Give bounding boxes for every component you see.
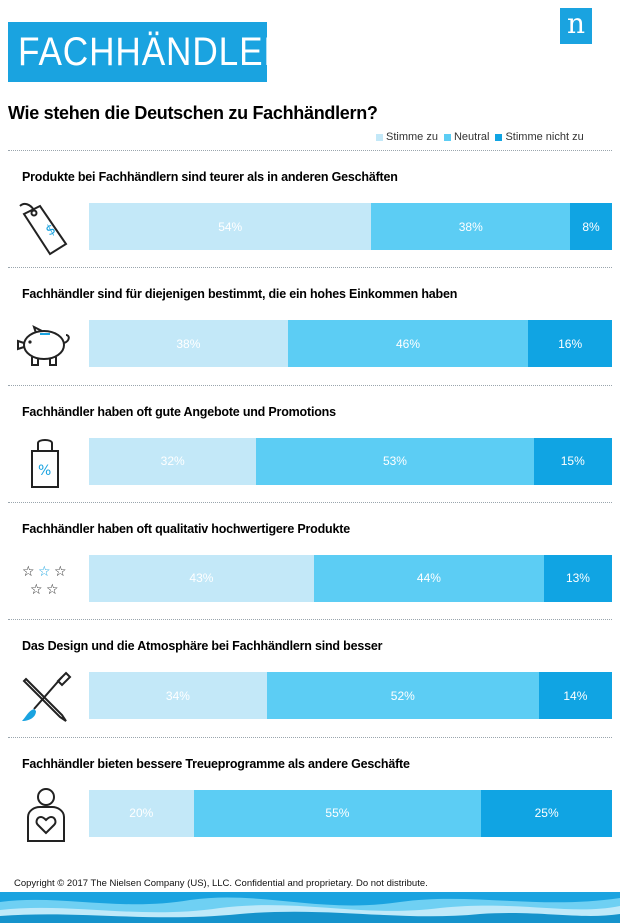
data-label: 54% xyxy=(218,219,243,234)
question-label: Fachhändler bieten bessere Treueprogramm… xyxy=(22,756,410,771)
legend-label: Stimme nicht zu xyxy=(505,131,584,143)
row-divider xyxy=(8,619,612,621)
bar-segment-stimme-nicht-zu: 25% xyxy=(481,789,612,837)
bar-segment-stimme-zu: 32% xyxy=(89,437,257,485)
bar-segment-stimme-nicht-zu: 13% xyxy=(543,554,612,602)
data-label: 44% xyxy=(416,571,441,586)
question-label: Fachhändler haben oft qualitativ hochwer… xyxy=(22,521,350,536)
svg-text:☆: ☆ xyxy=(38,564,51,580)
legend-item-stimme-nicht-zu: Stimme nicht zu xyxy=(495,131,584,143)
data-label: 53% xyxy=(382,454,407,469)
shopping-bag-percent-icon: % xyxy=(16,435,76,491)
data-label: 16% xyxy=(558,336,583,351)
legend: Stimme zu Neutral Stimme nicht zu xyxy=(376,131,584,143)
legend-label: Stimme zu xyxy=(386,131,438,143)
svg-text:☆: ☆ xyxy=(22,564,35,580)
svg-text:☆: ☆ xyxy=(54,564,67,580)
data-label: 43% xyxy=(189,571,214,586)
data-label: 38% xyxy=(458,219,483,234)
bar-segment-neutral: 55% xyxy=(193,789,482,837)
data-label: 13% xyxy=(565,571,590,586)
bar-segment-neutral: 38% xyxy=(371,203,571,250)
bar-segment-neutral: 52% xyxy=(266,672,539,720)
bar-segment-stimme-nicht-zu: 15% xyxy=(533,437,612,485)
question-label: Fachhändler haben oft gute Angebote und … xyxy=(22,404,336,419)
stacked-bar: 32% 53% 15% xyxy=(89,437,612,485)
data-label: 38% xyxy=(176,336,201,351)
legend-item-stimme-zu: Stimme zu xyxy=(376,131,438,143)
legend-item-neutral: Neutral xyxy=(443,131,490,143)
svg-text:☆: ☆ xyxy=(46,582,59,598)
data-label: 32% xyxy=(160,454,185,469)
piggy-bank-icon xyxy=(16,317,76,373)
stacked-bar: 54% 38% 8% xyxy=(89,203,612,250)
row-divider xyxy=(8,267,612,269)
row-divider xyxy=(8,150,612,151)
page-title: FACHHÄNDLER xyxy=(18,30,290,74)
bar-segment-stimme-zu: 54% xyxy=(89,203,372,250)
bar-segment-neutral: 46% xyxy=(287,320,529,368)
data-label: 15% xyxy=(560,454,585,469)
person-heart-icon xyxy=(16,787,76,843)
bar-segment-neutral: 44% xyxy=(313,554,544,602)
data-label: 55% xyxy=(325,806,350,820)
stacked-bar: 38% 46% 16% xyxy=(89,320,612,368)
bar-segment-stimme-nicht-zu: 16% xyxy=(528,320,612,368)
svg-text:%: % xyxy=(38,463,51,479)
data-label: 8% xyxy=(582,219,600,234)
data-label: 34% xyxy=(165,688,190,703)
legend-swatch xyxy=(443,133,451,141)
row-divider xyxy=(8,736,612,738)
stacked-bar: 20% 55% 25% xyxy=(89,789,612,837)
nielsen-logo: n xyxy=(560,8,592,44)
svg-text:☆: ☆ xyxy=(30,582,43,598)
title-banner: FACHHÄNDLER xyxy=(8,22,289,82)
stacked-bar: 43% 44% 13% xyxy=(89,554,612,602)
decorative-wave-footer xyxy=(0,892,620,923)
bar-segment-stimme-zu: 34% xyxy=(89,672,267,720)
bar-segment-stimme-nicht-zu: 8% xyxy=(570,203,612,250)
data-label: 46% xyxy=(396,336,421,351)
data-label: 52% xyxy=(390,688,415,703)
stars-icon: ☆ ☆ ☆ ☆ ☆ xyxy=(16,552,76,608)
bar-segment-stimme-nicht-zu: 14% xyxy=(538,672,612,720)
question-label: Produkte bei Fachhändlern sind teurer al… xyxy=(22,170,398,184)
legend-swatch xyxy=(376,133,383,141)
price-tag-icon: $ xyxy=(16,200,76,256)
legend-swatch xyxy=(495,133,503,141)
row-divider xyxy=(8,384,612,386)
data-label: 14% xyxy=(563,688,588,703)
bar-segment-stimme-zu: 20% xyxy=(89,789,194,837)
row-divider xyxy=(8,501,612,503)
question-label: Fachhändler sind für diejenigen bestimmt… xyxy=(22,287,458,302)
stacked-bar: 34% 52% 14% xyxy=(89,672,612,720)
legend-label: Neutral xyxy=(453,131,490,143)
bar-segment-stimme-zu: 43% xyxy=(89,554,314,602)
bar-segment-neutral: 53% xyxy=(256,437,534,485)
data-label: 25% xyxy=(534,806,559,820)
question-label: Das Design und die Atmosphäre bei Fachhä… xyxy=(22,639,383,654)
pencil-brush-icon xyxy=(16,669,76,725)
copyright-note: Copyright © 2017 The Nielsen Company (US… xyxy=(14,878,428,889)
bar-segment-stimme-zu: 38% xyxy=(89,320,288,368)
chart-title: Wie stehen die Deutschen zu Fachhändlern… xyxy=(8,103,378,123)
data-label: 20% xyxy=(129,806,154,820)
